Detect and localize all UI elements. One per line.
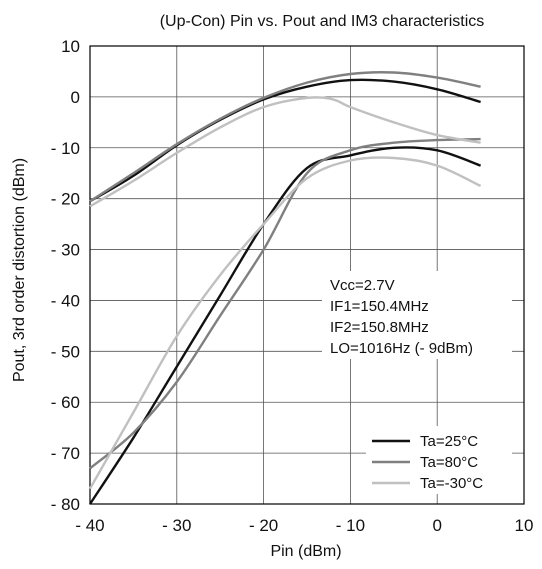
legend: Ta=25°C Ta=80°C Ta=-30°C — [372, 433, 483, 492]
annotation-line-if2: IF2=150.8MHz — [330, 319, 429, 336]
x-tick-label: 10 — [515, 516, 534, 535]
legend-label-80c: Ta=80°C — [420, 454, 478, 471]
x-axis-label: Pin (dBm) — [270, 543, 341, 560]
y-tick-label: - 30 — [51, 241, 80, 260]
annotation-box — [322, 271, 512, 359]
annotation-line-if1: IF1=150.4MHz — [330, 298, 429, 315]
x-tick-label: - 20 — [249, 516, 278, 535]
series-im3-ta80c — [89, 137, 481, 470]
legend-label-minus30c: Ta=-30°C — [420, 475, 483, 492]
y-tick-label: 10 — [61, 37, 80, 56]
annotation: Vcc=2.7V IF1=150.4MHz IF2=150.8MHz LO=10… — [330, 277, 473, 357]
series-pout-ta80c — [89, 71, 481, 203]
y-tick-label: - 40 — [51, 291, 80, 310]
x-tick-label: - 30 — [162, 516, 191, 535]
series-pout-ta-30c — [89, 96, 481, 208]
plot-frame — [89, 45, 525, 505]
annotation-line-vcc: Vcc=2.7V — [330, 277, 395, 294]
y-tick-label: - 10 — [51, 139, 80, 158]
x-tick-label: - 10 — [336, 516, 365, 535]
series-im3-ta-30c — [88, 156, 482, 490]
y-tick-label: - 80 — [51, 495, 80, 514]
y-tick-label: - 50 — [51, 342, 80, 361]
y-tick-label: - 70 — [51, 444, 80, 463]
y-axis-label: Pout, 3rd order distortion (dBm) — [11, 158, 28, 382]
legend-label-25c: Ta=25°C — [420, 433, 478, 450]
chart-title: (Up-Con) Pin vs. Pout and IM3 characteri… — [160, 13, 485, 30]
series-pout-ta25c — [89, 78, 481, 203]
y-tick-label: 0 — [71, 88, 80, 107]
annotation-line-lo: LO=1016Hz (- 9dBm) — [330, 340, 473, 357]
x-tick-label: 0 — [432, 516, 441, 535]
tick-labels: - 40 - 30 - 20 - 10 0 10 10 0 - 10 - 20 - 30 - 40 - … — [51, 37, 534, 535]
x-tick-label: - 40 — [75, 516, 104, 535]
series-group — [88, 71, 482, 505]
y-tick-label: - 20 — [51, 190, 80, 209]
y-tick-label: - 60 — [51, 393, 80, 412]
